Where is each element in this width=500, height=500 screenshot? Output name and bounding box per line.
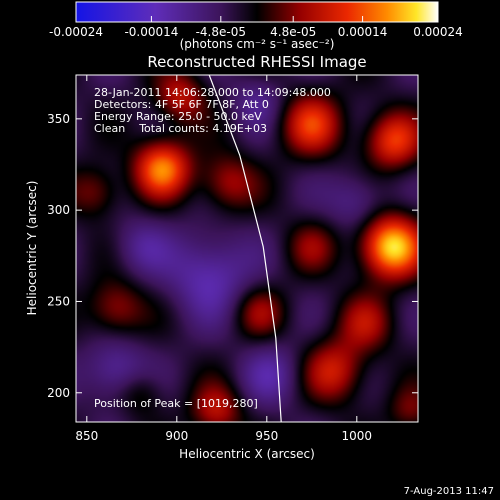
colorbar-tick-label: 4.8e-05 — [270, 25, 316, 39]
x-axis-label: Heliocentric X (arcsec) — [179, 447, 315, 461]
heatmap — [76, 75, 418, 422]
y-tick-label: 300 — [47, 203, 70, 217]
annotation-energy-range: Energy Range: 25.0 - 50.0 keV — [94, 110, 262, 123]
colorbar-units: (photons cm⁻² s⁻¹ asec⁻²) — [180, 37, 335, 51]
footer-date: 7-Aug-2013 11:47 — [404, 486, 494, 497]
y-tick-label: 200 — [47, 386, 70, 400]
colorbar-tick-label: 0.00024 — [413, 25, 463, 39]
y-axis-ticks: 200 250 300 350 — [47, 112, 418, 400]
solar-limb-line — [208, 75, 282, 422]
colorbar-tick-label: 0.00014 — [338, 25, 388, 39]
y-tick-label: 250 — [47, 294, 70, 308]
colorbar-tick-label: -4.8e-05 — [196, 25, 246, 39]
x-axis-ticks: 850 900 950 1000 — [75, 75, 372, 443]
plot-frame — [75, 74, 419, 423]
annotation-clean-counts: Clean Total counts: 4.19E+03 — [94, 122, 267, 135]
x-tick-label: 950 — [255, 429, 278, 443]
colorbar — [75, 1, 439, 23]
colorbar-tick-label: -0.00014 — [124, 25, 178, 39]
y-tick-label: 350 — [47, 112, 70, 126]
chart-title: Reconstructed RHESSI Image — [147, 53, 366, 71]
colorbar-tick-label: -0.00024 — [49, 25, 103, 39]
x-tick-label: 1000 — [342, 429, 373, 443]
annotation-time-range: 28-Jan-2011 14:06:28.000 to 14:09:48.000 — [94, 86, 331, 99]
x-tick-label: 900 — [165, 429, 188, 443]
peak-position-label: Position of Peak = [1019,280] — [94, 397, 258, 410]
annotation-detectors: Detectors: 4F 5F 6F 7F 8F, Att 0 — [94, 98, 269, 111]
heatmap-image — [76, 75, 418, 422]
x-tick-label: 850 — [75, 429, 98, 443]
y-axis-label: Heliocentric Y (arcsec) — [25, 181, 39, 316]
colorbar-ticks: -0.00024 -0.00014 -4.8e-05 4.8e-05 0.00014 0.… — [49, 16, 463, 39]
